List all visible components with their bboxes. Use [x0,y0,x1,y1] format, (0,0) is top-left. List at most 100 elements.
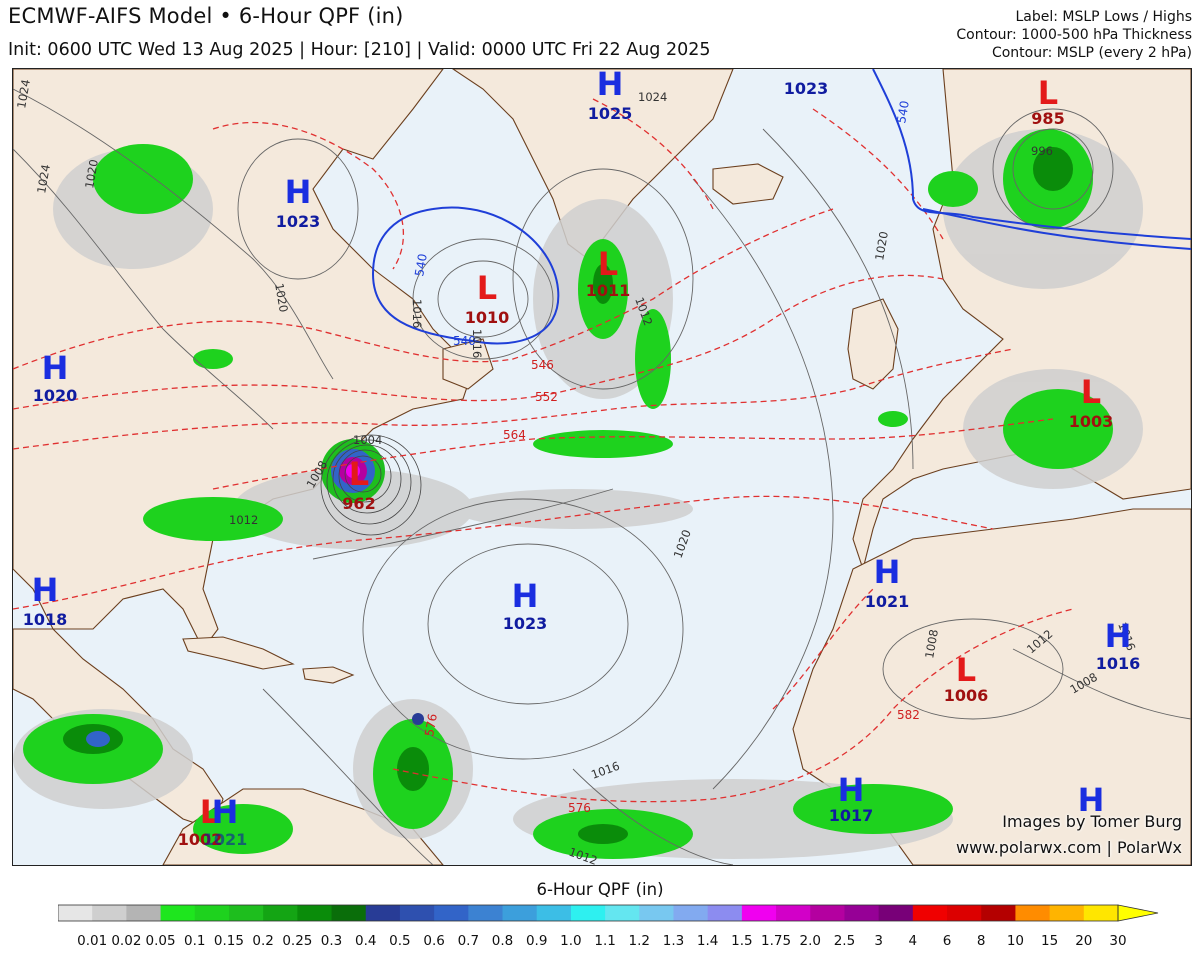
colorbar-segment [399,905,435,921]
contour-legend: Label: MSLP Lows / Highs Contour: 1000-5… [956,8,1192,62]
colorbar-segment [981,905,1016,921]
map-canvas: 540 540 540 546 552 564 576 576 582 1024… [13,69,1191,865]
mslp-label: 1020 [872,230,891,261]
colorbar-segment [707,905,743,921]
colorbar-frame [58,904,1119,922]
colorbar-segment [228,905,264,921]
thickness-label: 552 [535,390,558,404]
colorbar-segment [878,905,914,921]
colorbar-segment [776,905,811,921]
weather-map[interactable]: 540 540 540 546 552 564 576 576 582 1024… [12,68,1192,866]
pressure-value: 1002 [178,830,223,849]
colorbar-segment [1049,905,1085,921]
colorbar-title: 6-Hour QPF (in) [536,880,664,899]
low-marker: L [598,245,618,283]
thickness-540-contours [371,69,1191,345]
thickness-label: 546 [531,358,554,372]
pressure-value: 1011 [586,281,631,300]
high-marker: H [512,577,539,615]
legend-line-labels: Label: MSLP Lows / Highs [1015,9,1192,25]
thickness-label: 540 [453,334,476,348]
colorbar-segment [912,905,948,921]
colorbar-segment [570,905,606,921]
legend-line-thickness: Contour: 1000-500 hPa Thickness [956,27,1192,43]
colorbar-tick-label: 0.2 [252,933,274,949]
thickness-label: 540 [894,100,912,125]
pressure-value: 1023 [276,212,321,231]
colorbar-tick-label: 4 [908,933,918,949]
low-marker: L [200,793,220,831]
africa-land [792,508,1191,865]
pressure-value: 962 [342,494,375,513]
colorbar-tick-label: 0.15 [213,933,244,949]
colorbar-tick-label: 0.5 [389,933,411,949]
colorbar-tick-label: 0.4 [354,933,377,949]
colorbar-tick-label: 6 [942,933,952,949]
colorbar-tick-label: 8 [976,933,986,949]
mslp-label: 1016 [410,299,424,328]
mslp-label: 1012 [229,513,258,527]
colorbar-tick-label: 2.5 [833,933,856,949]
colorbar-segment [194,905,230,921]
low-marker: L [477,269,497,307]
credit-author: Images by Tomer Burg [1002,812,1182,831]
mslp-label: 1008 [922,628,941,659]
colorbar-segment [741,905,777,921]
low-marker: L [1038,74,1058,112]
colorbar-tick-label: 20 [1075,933,1093,949]
low-marker: L [956,651,976,689]
high-marker: H [793,69,820,75]
mslp-contours [13,88,1191,865]
colorbar-tick-label: 0.05 [145,933,176,949]
thickness-label: 540 [412,253,430,278]
colorbar-segment [1083,905,1119,921]
colorbar-tick-label: 1.3 [662,933,685,949]
pressure-value: 1025 [588,104,633,123]
colorbar-segment [844,905,880,921]
colorbar-tick-label: 0.01 [77,933,108,949]
colorbar-segment [297,905,333,921]
mslp-label: 1024 [638,90,667,104]
colorbar-segment [605,905,640,921]
colorbar-tick-label: 1.0 [560,933,582,949]
mslp-label: 1024 [14,78,33,109]
high-marker: H [212,793,239,831]
colorbar-segment [365,905,401,921]
colorbar-segment [263,905,298,921]
colorbar-tick-label: 0.1 [184,933,206,949]
mslp-label: 1016 [470,329,484,358]
qpf-shading [13,129,1143,859]
high-marker: H [1078,781,1105,819]
colorbar-segment [947,905,982,921]
legend-line-mslp: Contour: MSLP (every 2 hPa) [991,45,1192,61]
high-marker: H [874,553,901,591]
pressure-value: 1021 [203,830,248,849]
high-pressure-center: H 1023 [784,69,829,98]
colorbar-tick-label: 1.4 [696,933,719,949]
colorbar-tick-label: 0.8 [491,933,514,949]
hurricane-isobars [320,434,422,536]
pressure-value: 1006 [944,686,989,705]
colorbar-labels: 0.01 0.02 0.05 0.1 0.15 0.2 0.25 0.3 0.4 0.5 0.6 0.… [0,933,1200,953]
thickness-labels: 540 540 540 546 552 564 576 576 582 [412,100,920,815]
colorbar-tick-label: 0.9 [525,933,548,949]
pressure-value: 1023 [784,79,829,98]
high-marker: H [1105,617,1132,655]
pressure-value: 1017 [829,806,874,825]
colorbar-tick-label: 30 [1109,933,1127,949]
high-marker: H [285,173,312,211]
colorbar-segment [468,905,504,921]
colorbar-extend-arrow [1117,904,1159,922]
colorbar-tick-label: 10 [1006,933,1024,949]
iceland-land [712,163,784,205]
credit-website[interactable]: www.polarwx.com | PolarWx [955,838,1182,857]
